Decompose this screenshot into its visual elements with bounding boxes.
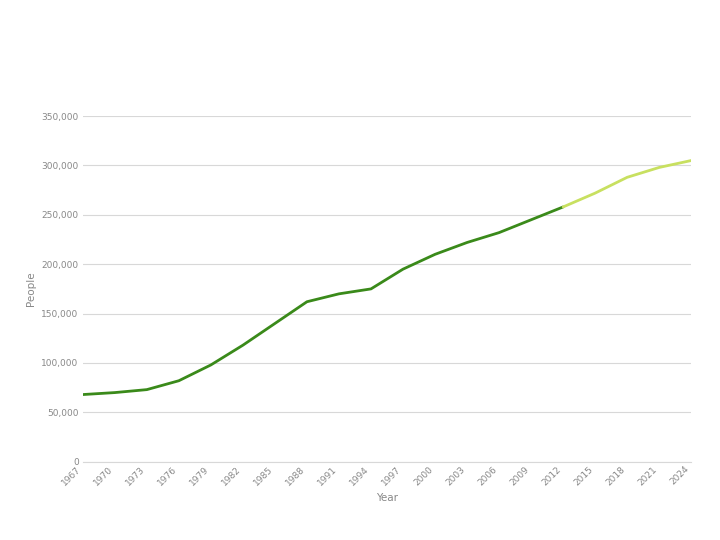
Text: Population growth is maintained into the future: Population growth is maintained into the… (77, 21, 643, 41)
X-axis label: Year: Year (376, 492, 398, 503)
Y-axis label: People: People (26, 272, 36, 306)
